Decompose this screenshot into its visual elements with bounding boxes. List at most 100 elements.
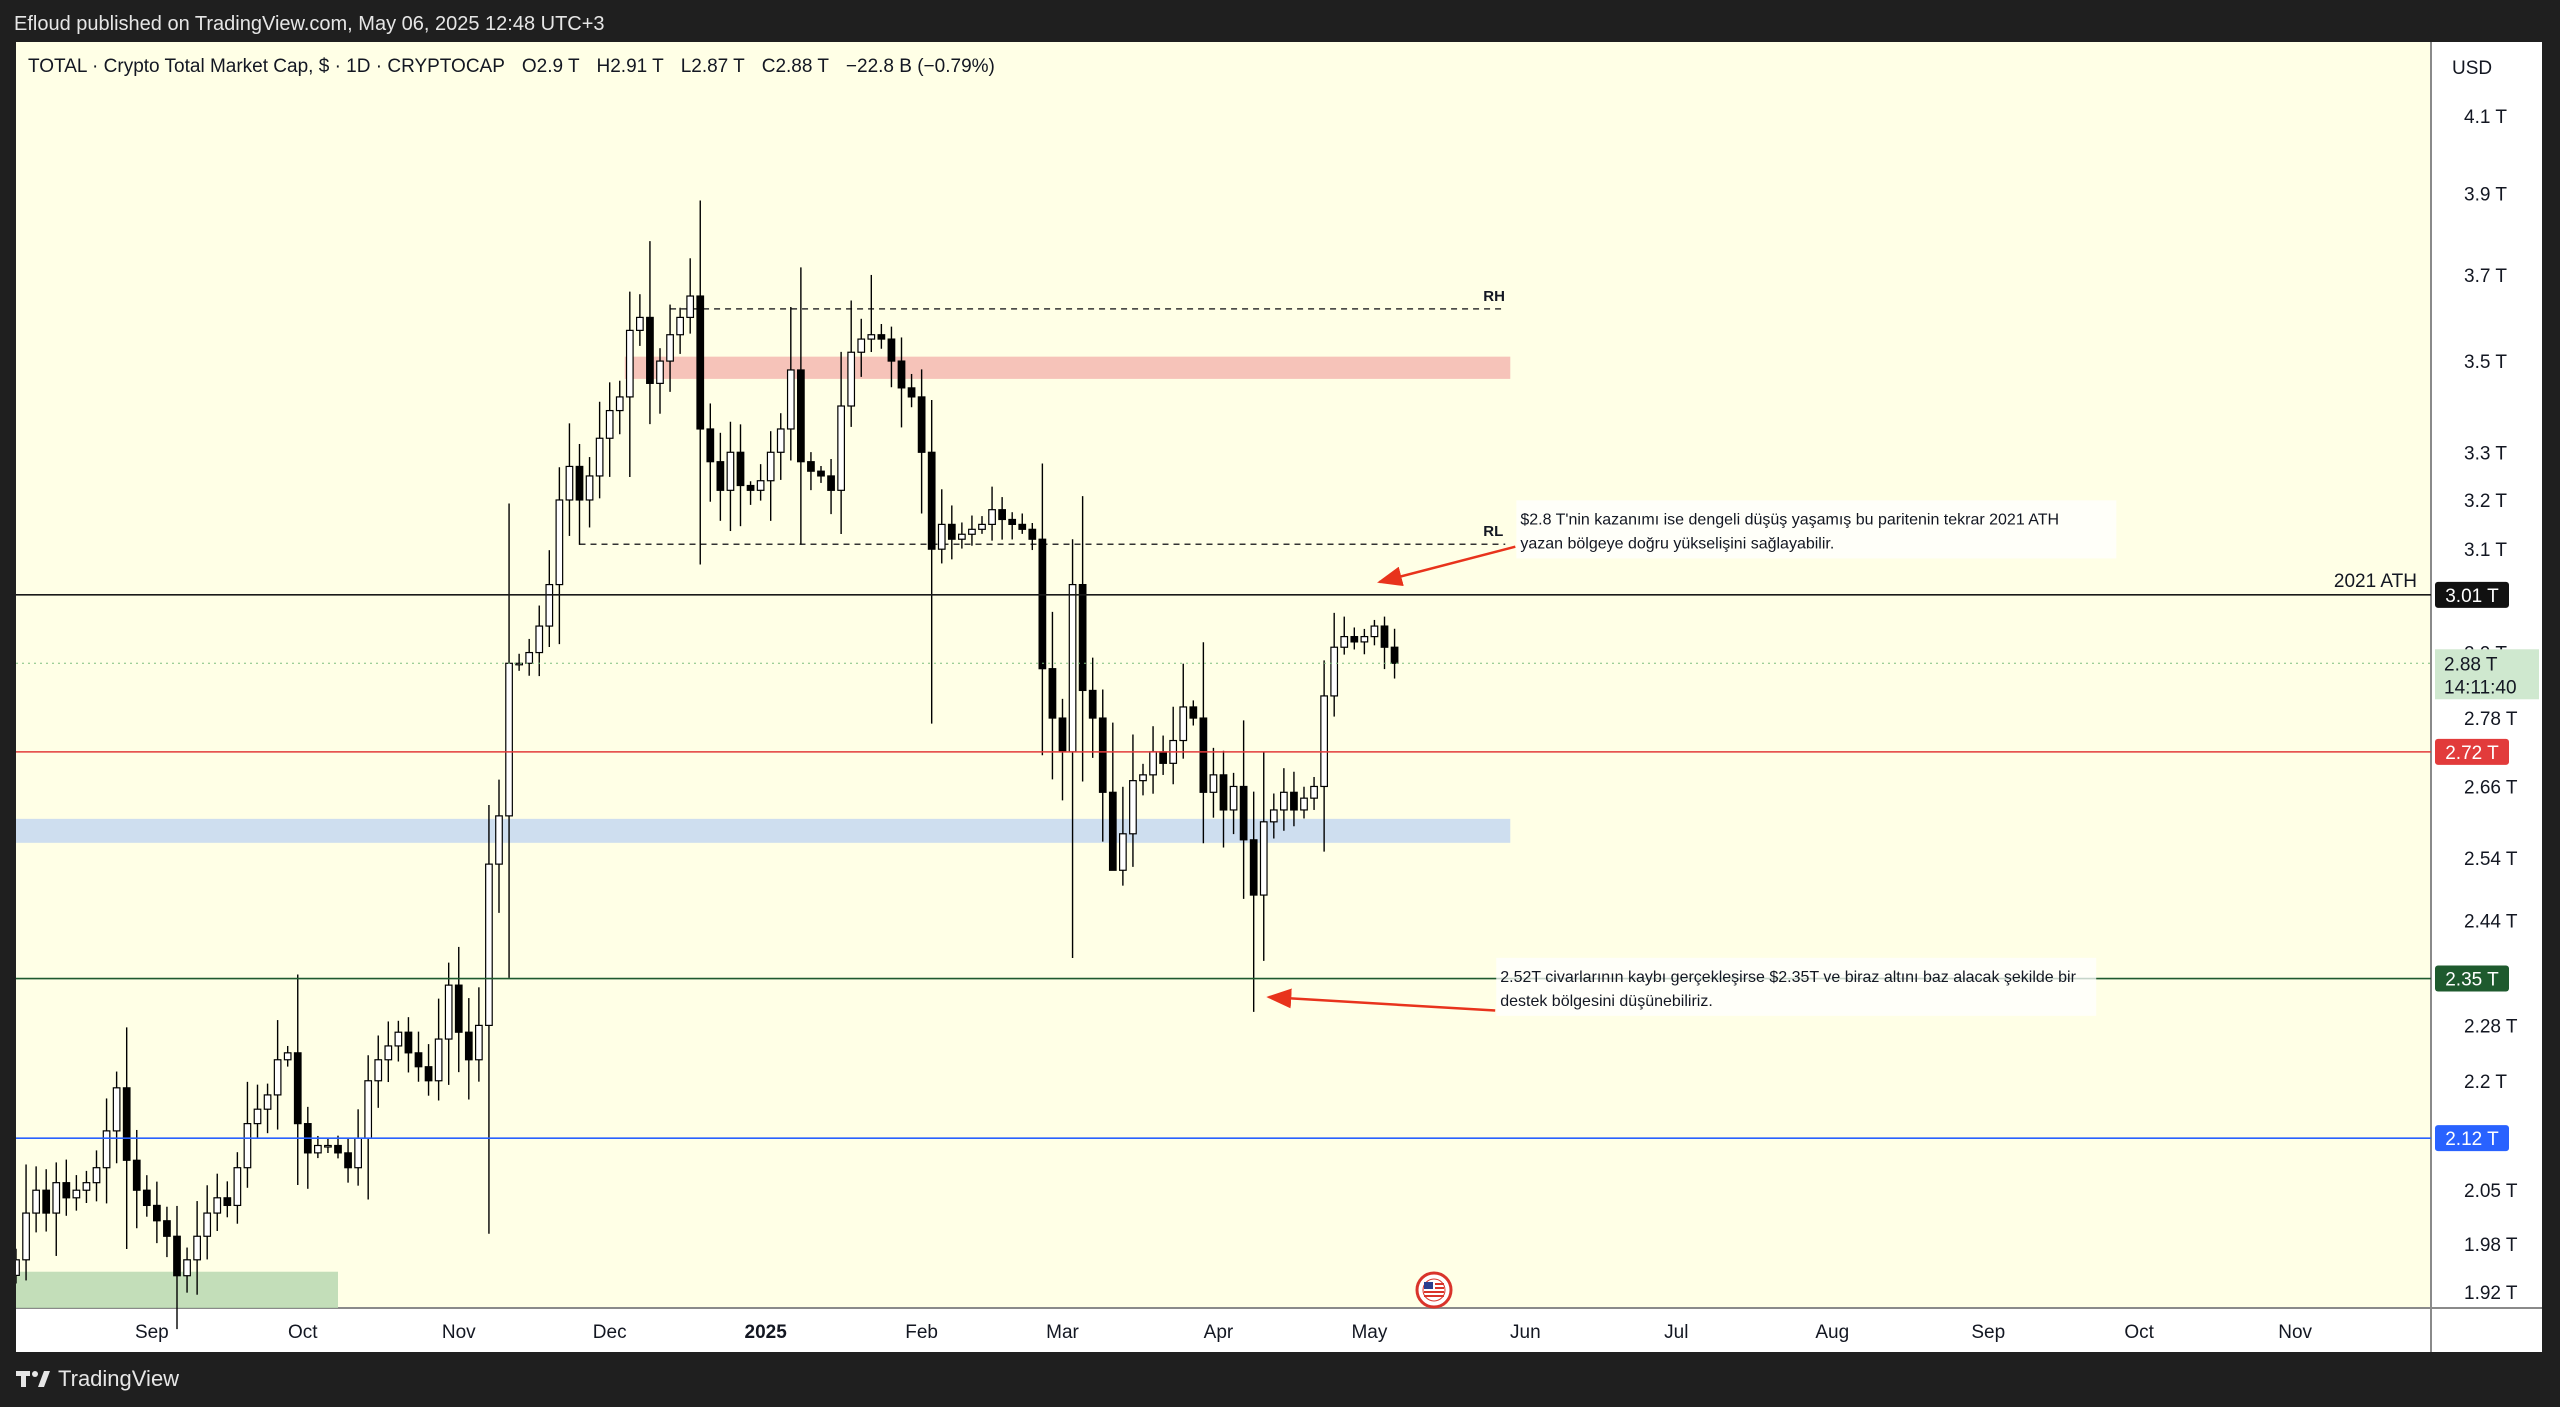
x-tick-label: Oct [2124,1322,2154,1343]
y-tick-label: 3.9 T [2464,184,2507,205]
candle-body [978,523,986,530]
candle-body [193,1235,201,1261]
level-label-rh: RH [1483,288,1505,305]
candle-body [1259,821,1268,896]
candle-body [585,475,594,501]
candle-body [565,465,574,501]
candle-body [897,360,906,389]
candle-body [968,528,976,535]
time-axis: Sep Oct Nov Dec 2025 Feb Mar Apr May Jun Jul Aug Sep… [135,1322,2313,1343]
x-tick-label: Mar [1046,1322,1079,1343]
flag-icon[interactable] [1415,1271,1453,1309]
candle-body [1249,839,1258,896]
currency-label[interactable]: USD [2452,58,2492,79]
candle-body [122,1087,131,1161]
candle-body [1320,695,1328,788]
ohlc-low: L2.87 T [681,56,745,77]
candle-body [676,316,684,336]
candle-body [485,863,493,1026]
candle-body [937,523,946,550]
candle-body [1390,646,1399,664]
candle-body [374,1059,383,1082]
time-scale-panel[interactable] [16,1308,2431,1352]
candle-body [384,1045,393,1061]
candle-body [605,409,614,439]
candle-body [464,1031,473,1061]
candle-body [52,1182,61,1214]
ohlc-close: C2.88 T [762,56,830,77]
candle-body [998,509,1006,521]
x-tick-label: 2025 [745,1322,788,1343]
candle-body [1159,751,1167,764]
publisher-header: Efloud published on TradingView.com, May… [0,0,2560,42]
candle-body [243,1123,252,1169]
candle-body [1380,625,1389,648]
candle-body [716,461,725,491]
candle-body [32,1189,40,1214]
candle-body [1048,668,1057,719]
candle-body [1209,774,1218,793]
candle-body [625,329,634,398]
candle-body [283,1052,292,1061]
candle-body [475,1024,483,1061]
candle-body [273,1059,282,1096]
y-tick-label: 3.5 T [2464,352,2507,373]
candle-body [173,1235,181,1277]
x-tick-label: Oct [288,1322,318,1343]
candle-body [525,651,534,664]
y-tick-label: 2.54 T [2464,849,2518,870]
current-price-badge-bg [2435,649,2539,700]
horizontal-line-label: 2021 ATH [2334,571,2417,592]
candle-body [958,533,966,540]
candle-body [1360,636,1369,643]
y-tick-label: 4.1 T [2464,107,2507,128]
candle-body [686,295,695,319]
y-tick-label: 2.28 T [2464,1016,2518,1037]
x-tick-label: Sep [1971,1322,2005,1343]
chart-background [16,42,2542,1352]
candle-body [92,1167,101,1184]
candle-body [1038,538,1047,670]
y-tick-label: 2.78 T [2464,709,2518,730]
candle-body [666,334,674,362]
candle-body [394,1031,403,1047]
y-tick-label: 2.44 T [2464,911,2518,932]
symbol-line: TOTAL · Crypto Total Market Cap, $ · 1D … [28,56,505,77]
y-tick-label: 2.05 T [2464,1181,2518,1202]
candle-body [1370,625,1379,638]
candle-body [575,465,584,501]
candle-body [646,316,654,384]
annotation-arrow-0 [1377,545,1516,587]
candle-body [1068,583,1077,753]
candle-body [404,1031,413,1054]
annotations-layer: $2.8 T'nin kazanımı ise dengeli düşüş ya… [1266,500,2117,1016]
candle-body [1280,791,1288,811]
candle-body [1350,636,1359,643]
candle-body [1098,717,1107,793]
tradingview-brand[interactable]: TradingView [16,1366,179,1392]
price-badge-3: 2.12 T [2445,1129,2499,1150]
candle-body [917,396,926,453]
candle-body [887,338,896,362]
ohlc-open: O2.9 T [522,56,580,77]
candle-body [1199,717,1208,793]
y-tick-label: 1.98 T [2464,1235,2518,1256]
candlestick-chart[interactable]: RH RL 2021 ATH $2.8 T'nin kazanımı ise de… [12,42,2542,1352]
candle-body [1149,751,1157,776]
candle-body [877,334,886,340]
symbol-legend[interactable]: TOTAL · Crypto Total Market Cap, $ · 1D … [28,56,995,77]
candle-body [364,1080,373,1139]
zone-1 [16,818,1511,843]
candle-body [1088,689,1097,719]
y-tick-label: 3.7 T [2464,266,2507,287]
candle-body [153,1204,161,1222]
candle-body [1179,706,1188,742]
y-tick-label: 3.1 T [2464,540,2507,561]
chart-frame[interactable]: RH RL 2021 ATH $2.8 T'nin kazanımı ise de… [12,42,2542,1352]
annotation-text-1-0: 2.52T civarlarının kaybı gerçekleşirse $… [1500,969,2076,986]
candle-body [414,1052,423,1068]
candle-body [1239,785,1248,841]
candle-body [344,1152,352,1169]
candle-body [1119,833,1127,871]
candle-body [555,499,564,586]
